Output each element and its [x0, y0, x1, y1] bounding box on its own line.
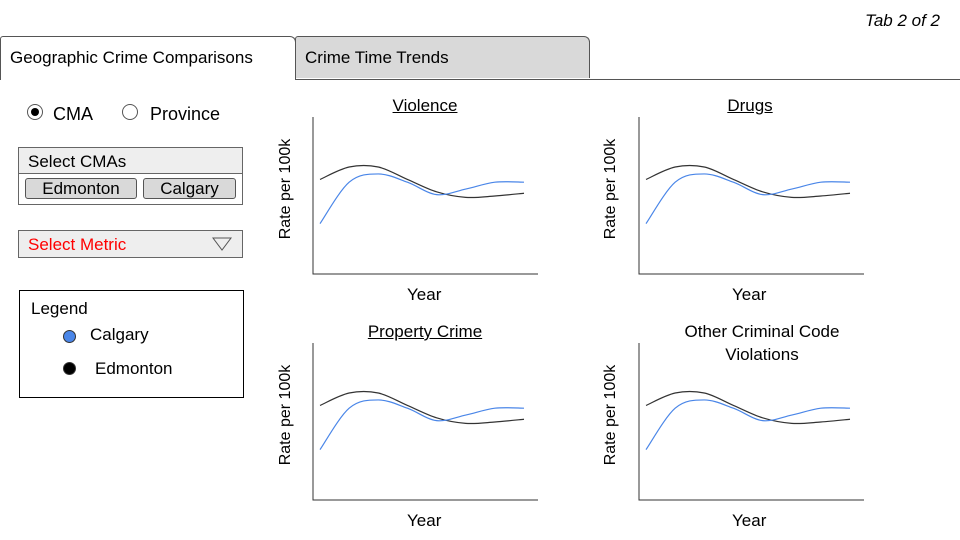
legend-calgary-label: Calgary: [90, 325, 149, 344]
series-line-calgary: [319, 399, 525, 450]
tab-geographic-crime-comparisons[interactable]: Geographic Crime Comparisons: [0, 36, 296, 80]
select-metric-label: Select Metric: [28, 235, 127, 254]
chart-axes: [312, 343, 538, 501]
chip-edmonton[interactable]: Edmonton: [25, 178, 137, 199]
series-line-calgary: [645, 399, 851, 450]
chart-axes: [638, 343, 864, 501]
select-cmas-header[interactable]: Select CMAs: [18, 147, 243, 175]
chart-axes: [312, 117, 538, 275]
tab-label: Geographic Crime Comparisons: [10, 48, 253, 67]
chart-title-violence: Violence: [392, 96, 458, 115]
chart-ylabel: Rate per 100k: [602, 364, 619, 466]
tab-indicator: Tab 2 of 2: [865, 11, 940, 30]
legend-box: Legend Calgary Edmonton: [19, 290, 244, 398]
tab-label: Crime Time Trends: [305, 48, 449, 67]
radio-province-label: Province: [150, 104, 221, 124]
select-metric-dropdown[interactable]: Select Metric: [18, 230, 243, 258]
chart-xlabel: Year: [407, 285, 442, 304]
legend-edmonton-dot: [63, 362, 76, 375]
chart-ylabel: Rate per 100k: [277, 364, 294, 466]
radio-province[interactable]: [122, 104, 138, 120]
series-line-calgary: [319, 173, 525, 224]
chart-title-other-criminal-code-violations: Other Criminal Code Violations: [642, 320, 882, 366]
chart-ylabel: Rate per 100k: [277, 138, 294, 240]
chart-other-criminal-code-violations: [638, 343, 864, 501]
tab-divider: [0, 79, 960, 80]
select-cmas-label: Select CMAs: [28, 152, 127, 171]
legend-calgary-dot: [63, 330, 76, 343]
series-line-edmonton: [645, 390, 851, 425]
select-cmas-chips[interactable]: Edmonton Calgary: [18, 173, 243, 205]
chart-title-property-crime: Property Crime: [367, 322, 483, 341]
chart-xlabel: Year: [407, 511, 442, 530]
chart-drugs: [638, 117, 864, 275]
chart-axes: [638, 117, 864, 275]
chart-ylabel: Rate per 100k: [602, 138, 619, 240]
chart-xlabel: Year: [732, 511, 767, 530]
chart-title-drugs: Drugs: [727, 96, 773, 115]
series-line-calgary: [645, 173, 851, 224]
tab-crime-time-trends[interactable]: Crime Time Trends: [295, 36, 590, 78]
chart-xlabel: Year: [732, 285, 767, 304]
chevron-down-icon: [212, 237, 232, 251]
chip-calgary[interactable]: Calgary: [143, 178, 236, 199]
chart-property-crime: [312, 343, 538, 501]
legend-edmonton-label: Edmonton: [95, 359, 173, 378]
chart-title-text: Other Criminal Code Violations: [684, 322, 840, 364]
legend-title: Legend: [31, 299, 88, 318]
radio-cma-label: CMA: [53, 104, 93, 124]
radio-cma[interactable]: [27, 104, 43, 120]
series-line-edmonton: [319, 390, 525, 425]
series-line-edmonton: [319, 164, 525, 199]
chart-violence: [312, 117, 538, 275]
series-line-edmonton: [645, 164, 851, 199]
